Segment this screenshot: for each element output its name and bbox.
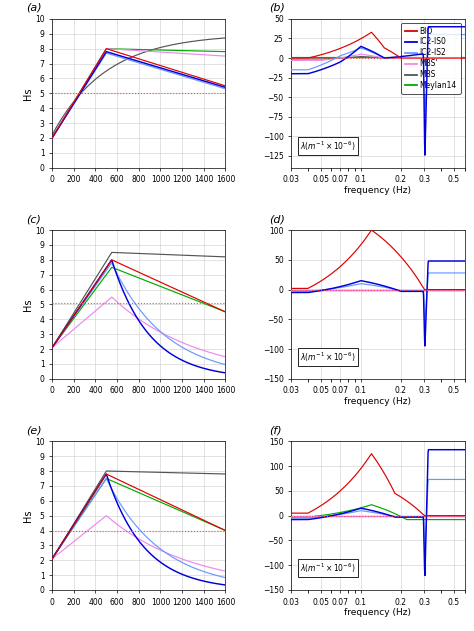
X-axis label: frequency (Hz): frequency (Hz)	[345, 397, 411, 406]
Y-axis label: Hs: Hs	[24, 298, 34, 310]
Text: $\lambda(m^{-1} \times 10^{-6})$: $\lambda(m^{-1} \times 10^{-6})$	[300, 351, 356, 364]
Text: (e): (e)	[26, 425, 42, 435]
X-axis label: frequency (Hz): frequency (Hz)	[345, 608, 411, 617]
Text: (c): (c)	[26, 214, 41, 224]
Text: $\lambda(m^{-1} \times 10^{-6})$: $\lambda(m^{-1} \times 10^{-6})$	[300, 139, 356, 153]
Text: (a): (a)	[26, 3, 42, 13]
Y-axis label: Hs: Hs	[24, 509, 34, 522]
Text: (f): (f)	[269, 425, 282, 435]
Legend: BIO, IC2-IS0, IC2-IS2, MBS', MBS, Meylan14: BIO, IC2-IS0, IC2-IS2, MBS', MBS, Meylan…	[401, 23, 461, 94]
X-axis label: frequency (Hz): frequency (Hz)	[345, 186, 411, 195]
Text: $\lambda(m^{-1} \times 10^{-6})$: $\lambda(m^{-1} \times 10^{-6})$	[300, 562, 356, 575]
Y-axis label: Hs: Hs	[24, 87, 34, 100]
Text: (d): (d)	[269, 214, 284, 224]
Text: (b): (b)	[269, 3, 284, 13]
